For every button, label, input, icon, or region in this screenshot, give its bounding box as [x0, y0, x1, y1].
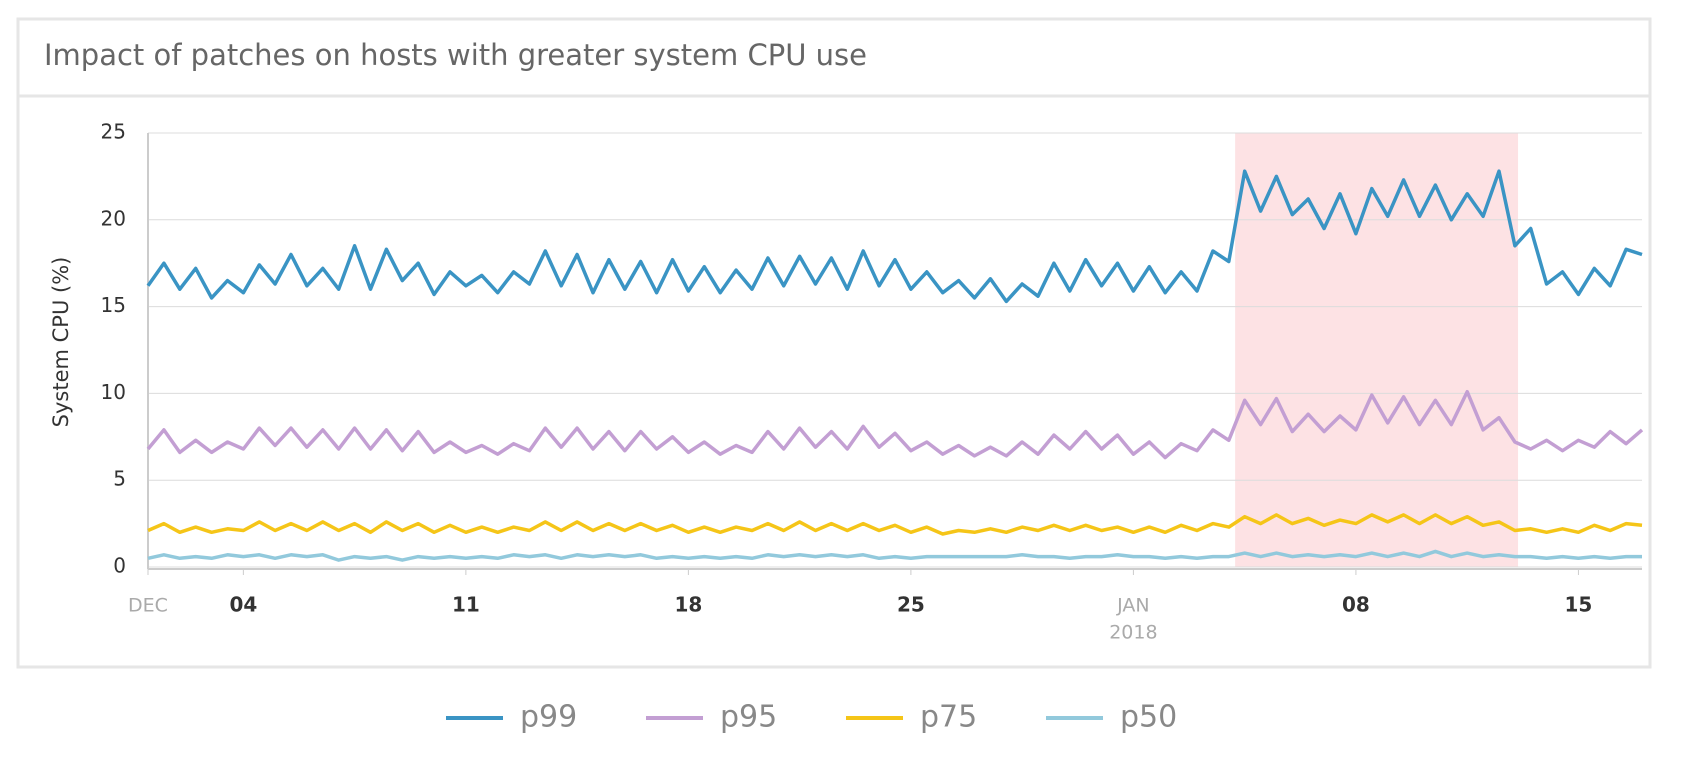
legend-label[interactable]: p50	[1120, 700, 1177, 735]
x-tick-label: 08	[1342, 593, 1370, 617]
y-tick-label: 10	[101, 380, 126, 404]
y-tick-label: 15	[101, 293, 126, 317]
x-tick-label: 25	[897, 593, 925, 617]
series-line	[147, 549, 1642, 562]
chart-title: Impact of patches on hosts with greater …	[44, 38, 867, 72]
series-line	[147, 513, 1643, 536]
series-line	[146, 169, 1643, 304]
x-tick-label: DEC	[128, 595, 168, 617]
series-line	[146, 389, 1644, 460]
legend-label[interactable]: p95	[720, 700, 777, 735]
y-tick-label: 0	[113, 554, 126, 578]
x-tick-sublabel: 2018	[1109, 622, 1157, 644]
legend-label[interactable]: p75	[920, 700, 977, 735]
y-axis-label: System CPU (%)	[49, 257, 73, 428]
x-tick-label: JAN	[1116, 595, 1149, 617]
highlight-band	[1235, 133, 1519, 567]
y-tick-label: 20	[101, 206, 126, 230]
x-tick-label: 04	[229, 593, 257, 617]
x-tick-label: 15	[1565, 593, 1593, 617]
y-tick-label: 5	[113, 467, 126, 491]
legend-label[interactable]: p99	[520, 700, 577, 735]
y-tick-label: 25	[101, 120, 126, 144]
x-tick-label: 18	[674, 593, 702, 617]
x-tick-label: 11	[452, 593, 480, 617]
